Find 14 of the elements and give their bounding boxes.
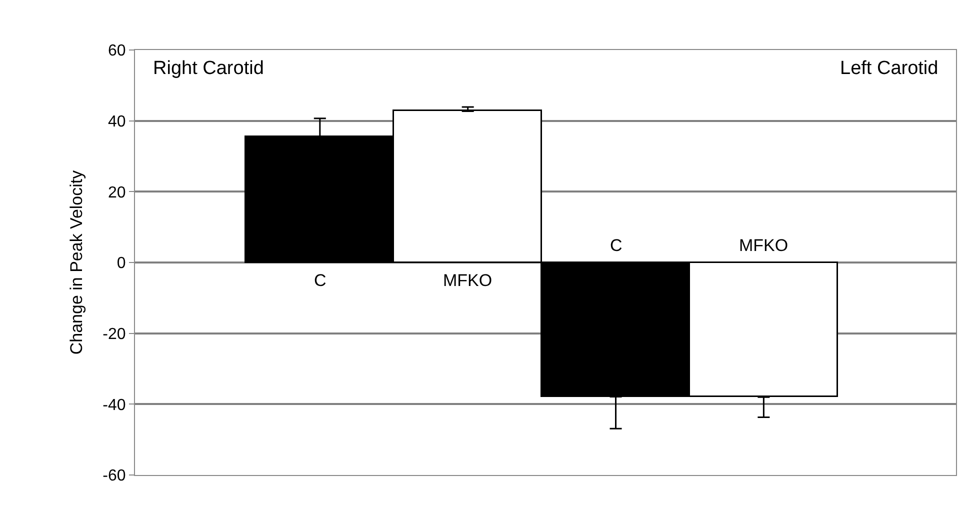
- x-tick-label: C: [610, 236, 622, 255]
- y-tick-label: -40: [102, 396, 126, 414]
- y-tick-label: 60: [108, 42, 126, 60]
- annotation: Left Carotid: [840, 58, 938, 79]
- y-tick-label: -60: [102, 468, 126, 485]
- x-tick-label: C: [314, 271, 326, 290]
- annotation: Right Carotid: [153, 58, 264, 79]
- y-axis-title: Change in Peak Velocity: [67, 170, 86, 355]
- y-tick-label: 40: [108, 113, 126, 130]
- y-tick-label: 0: [116, 255, 126, 272]
- x-tick-label: MFKO: [443, 271, 492, 290]
- y-tick-label: -20: [102, 326, 126, 343]
- y-tick-label: 20: [108, 184, 126, 202]
- x-tick-label: MFKO: [739, 236, 788, 255]
